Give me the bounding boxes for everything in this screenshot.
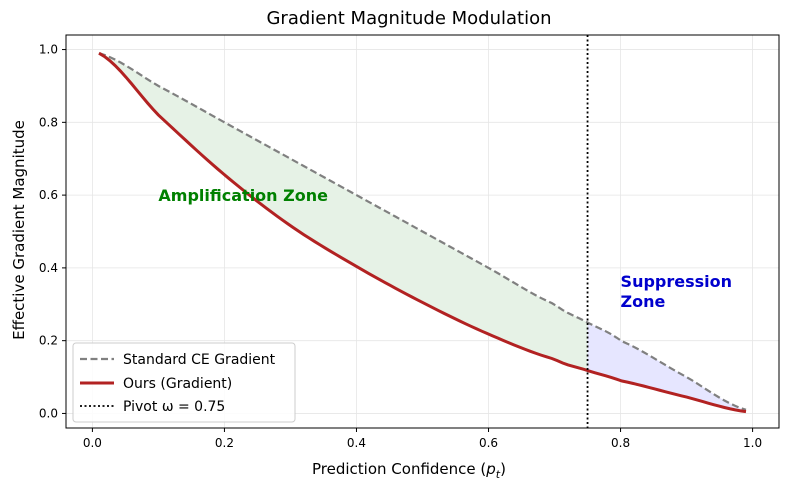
legend-label-standard-ce: Standard CE Gradient: [123, 352, 276, 368]
legend-label-ours: Ours (Gradient): [123, 376, 232, 392]
legend-label-pivot: Pivot ω = 0.75: [123, 399, 225, 415]
chart-title: Gradient Magnitude Modulation: [266, 8, 551, 29]
amplification-zone-fill: [99, 53, 588, 371]
series-lines: [98, 51, 747, 414]
axis-ticks: 0.0 0.2 0.4 0.6 0.8 1.0 0.0 0.2 0.4 0.6 0.8 1.0: [39, 43, 762, 450]
x-tick-label: 0.8: [611, 436, 630, 450]
x-axis-title: Prediction Confidence (pt): [312, 460, 506, 481]
series-line-standard-ce: [98, 52, 747, 411]
y-tick-label: 0.4: [39, 261, 58, 275]
x-tick-label: 0.6: [479, 436, 498, 450]
y-tick-label: 0.2: [39, 334, 58, 348]
y-tick-label: 0.6: [39, 188, 58, 202]
x-tick-label: 0.0: [83, 436, 102, 450]
y-tick-label: 0.8: [39, 115, 58, 129]
y-tick-label: 1.0: [39, 43, 58, 57]
y-axis-title: Effective Gradient Magnitude: [10, 120, 28, 340]
y-tick-label: 0.0: [39, 406, 58, 420]
x-tick-label: 1.0: [743, 436, 762, 450]
legend-box: [72, 342, 296, 423]
annotation-suppression-zone-line2: Zone: [621, 292, 666, 311]
legend: Standard CE Gradient Ours (Gradient) Piv…: [72, 342, 296, 423]
plot-frame: [65, 34, 780, 429]
suppression-zone-fill: [587, 322, 746, 412]
x-tick-label: 0.4: [347, 436, 366, 450]
annotation-suppression-zone-line1: Suppression: [621, 272, 732, 291]
annotation-amplification-zone: Amplification Zone: [158, 186, 328, 205]
series-line-ours: [98, 51, 747, 414]
x-tick-label: 0.2: [215, 436, 234, 450]
